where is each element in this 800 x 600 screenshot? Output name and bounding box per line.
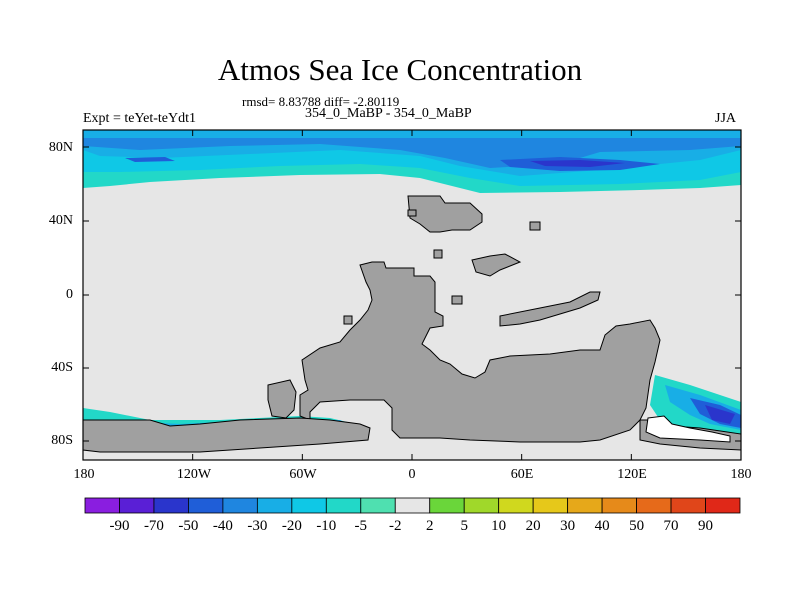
- lat-label-0: 0: [66, 287, 73, 302]
- colorbar-swatch: [325, 497, 362, 514]
- colorbar-swatch: [532, 497, 569, 514]
- colorbar-swatch: [567, 497, 603, 514]
- arctic-ice-strong: [530, 160, 625, 167]
- season-label: JJA: [715, 111, 737, 126]
- south-ice-east-strong: [705, 405, 735, 424]
- lat-label-80n: 80N: [48, 140, 73, 155]
- lon-label-120w: 120W: [176, 467, 212, 482]
- plot-title: Atmos Sea Ice Concentration: [217, 52, 583, 87]
- land-small-island-4: [529, 221, 541, 231]
- lat-label-40s: 40S: [51, 360, 73, 375]
- colorbar-label: -40: [212, 518, 233, 534]
- colorbar-swatch: [394, 497, 431, 514]
- lon-label-60w: 60W: [289, 467, 317, 482]
- colorbar-label: -50: [178, 518, 199, 534]
- land-small-island-5: [407, 209, 417, 217]
- lat-label-80s: 80S: [51, 433, 73, 448]
- stats-label: rmsd= 8.83788 diff= -2.80119: [242, 94, 400, 109]
- colorbar-label: -30: [247, 518, 268, 534]
- colorbar-label: 70: [663, 518, 679, 534]
- land-south-strip: [82, 417, 371, 453]
- colorbar-swatch: [636, 497, 672, 514]
- colorbar-label: -20: [281, 518, 302, 534]
- experiment-label: Expt = teYet-teYdt1: [83, 111, 197, 126]
- colorbar-swatch: [188, 497, 224, 514]
- land-northeast-strip: [471, 253, 522, 277]
- colorbar-swatch: [360, 497, 396, 514]
- lon-label-180-west: 180: [73, 467, 95, 482]
- colorbar-label: -10: [316, 518, 337, 534]
- land-main-continent: [299, 261, 661, 443]
- colorbar-swatch: [705, 497, 741, 514]
- colorbar-swatch: [291, 497, 327, 514]
- colorbar-label: -2: [389, 518, 402, 534]
- colorbar: [84, 497, 741, 514]
- arctic-ice-band-30: [83, 138, 741, 168]
- lon-label-60e: 60E: [510, 467, 534, 482]
- colorbar-label: 40: [594, 518, 610, 534]
- colorbar-swatch: [429, 497, 465, 514]
- colorbar-swatch: [463, 497, 500, 514]
- colorbar-swatch: [498, 497, 534, 514]
- colorbar-swatch: [119, 497, 155, 514]
- colorbar-label: 30: [560, 518, 576, 534]
- colorbar-swatch: [153, 497, 189, 514]
- lon-label-180-east: 180: [730, 467, 752, 482]
- lat-label-40n: 40N: [48, 213, 73, 228]
- colorbar-label: 90: [698, 518, 714, 534]
- east-ice-gap: [645, 415, 731, 443]
- axis-ticks: [82, 130, 742, 460]
- land-small-island-3: [433, 249, 443, 259]
- land-small-island-2: [343, 315, 353, 325]
- land-west-patch: [267, 379, 297, 419]
- lon-label-0: 0: [408, 467, 416, 482]
- lon-label-120e: 120E: [617, 467, 647, 482]
- arctic-ice-spot: [125, 157, 175, 162]
- colorbar-label: 20: [525, 518, 541, 534]
- colorbar-label: 5: [460, 518, 468, 534]
- colorbar-swatch: [256, 497, 293, 514]
- colorbar-swatch: [601, 497, 637, 514]
- colorbar-label: 2: [425, 518, 434, 534]
- colorbar-label: -70: [143, 518, 164, 534]
- map-plot: [82, 129, 742, 461]
- subtitle: 354_0_MaBP - 354_0_MaBP: [305, 106, 472, 121]
- land-equatorial-strip: [499, 291, 601, 327]
- colorbar-label: 10: [491, 518, 507, 534]
- colorbar-label: -90: [109, 518, 130, 534]
- colorbar-label: 50: [629, 518, 645, 534]
- colorbar-swatch: [84, 497, 120, 514]
- land-small-island-1: [451, 295, 463, 305]
- colorbar-swatch: [670, 497, 706, 514]
- land-north-block: [407, 195, 483, 233]
- colorbar-label: -5: [354, 518, 368, 534]
- colorbar-swatch: [222, 497, 258, 514]
